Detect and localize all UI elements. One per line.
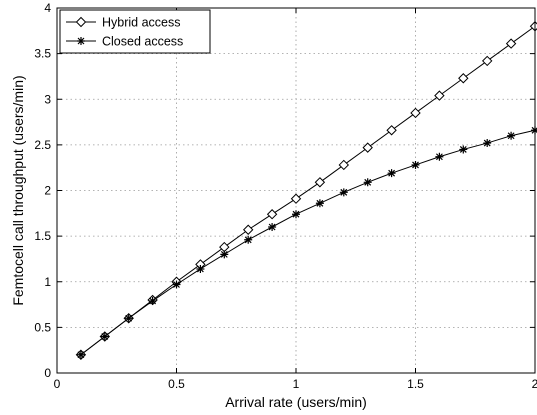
legend-marker: [77, 37, 85, 45]
series-2-point: [172, 280, 181, 289]
series-2-point: [411, 160, 420, 169]
y-tick-label: 1.5: [34, 229, 51, 243]
series-1-point: [314, 177, 326, 188]
y-axis-label: Femtocell call throughput (users/min): [10, 75, 26, 305]
series-2-point: [220, 250, 229, 259]
x-tick-label: 0: [54, 377, 61, 391]
series-2-point: [148, 296, 157, 305]
x-tick-label: 2: [532, 377, 537, 391]
series-1-point: [386, 125, 397, 136]
y-tick-label: 2: [44, 184, 51, 198]
x-tick-label: 1.5: [407, 377, 424, 391]
series-layer: [75, 21, 537, 360]
series-2-point: [244, 235, 253, 244]
series-2-point: [196, 264, 205, 273]
y-tick-label: 0.5: [34, 320, 51, 334]
series-2-line: [80, 129, 536, 356]
series-2-point: [315, 199, 324, 208]
series-1-point: [362, 142, 373, 153]
series-2: [76, 126, 537, 359]
series-2-point: [435, 152, 444, 161]
series-1-point: [410, 107, 421, 119]
legend-entry-label: Hybrid access: [102, 16, 181, 30]
y-tick-label: 3.5: [34, 47, 51, 61]
y-tick-label: 1: [44, 275, 51, 289]
series-2-point: [363, 178, 372, 187]
x-tick-label: 0.5: [168, 377, 185, 391]
series-2-point: [268, 223, 277, 231]
x-axis-label: Arrival rate (users/min): [225, 394, 367, 410]
y-tick-label: 3: [44, 92, 51, 106]
legend-marker: [75, 16, 87, 28]
series-1-point: [266, 209, 278, 220]
series-2-point: [124, 314, 133, 323]
ticks: 0 0.5 1 1.5 2 0 0.5 1 1.5 2 2.5 3 3.5 4: [34, 1, 537, 391]
series-2-point: [483, 139, 492, 148]
series-1-point: [505, 38, 517, 49]
x-tick-label: 1: [293, 377, 300, 391]
series-2-point: [100, 332, 109, 341]
series-1-point: [242, 224, 254, 235]
y-tick-label: 0: [44, 366, 51, 380]
legend: Hybrid access Closed access: [59, 9, 211, 54]
series-2-point: [507, 131, 516, 140]
series-1-point: [481, 55, 493, 67]
series-1-point: [290, 193, 302, 204]
y-tick-label: 2.5: [34, 138, 51, 152]
series-1-point: [434, 90, 445, 101]
legend-box: [59, 9, 211, 54]
series-2-point: [387, 169, 396, 178]
series-1-point: [458, 73, 469, 84]
series-2-point: [76, 350, 85, 359]
series-2-point: [292, 210, 300, 219]
series-2-point: [459, 145, 468, 154]
grid: [57, 8, 535, 373]
series-2-point: [339, 188, 348, 197]
series-1-line: [80, 25, 536, 356]
series-1-point: [338, 159, 350, 171]
y-tick-label: 4: [44, 1, 51, 15]
legend-entry-label: Closed access: [102, 35, 183, 49]
